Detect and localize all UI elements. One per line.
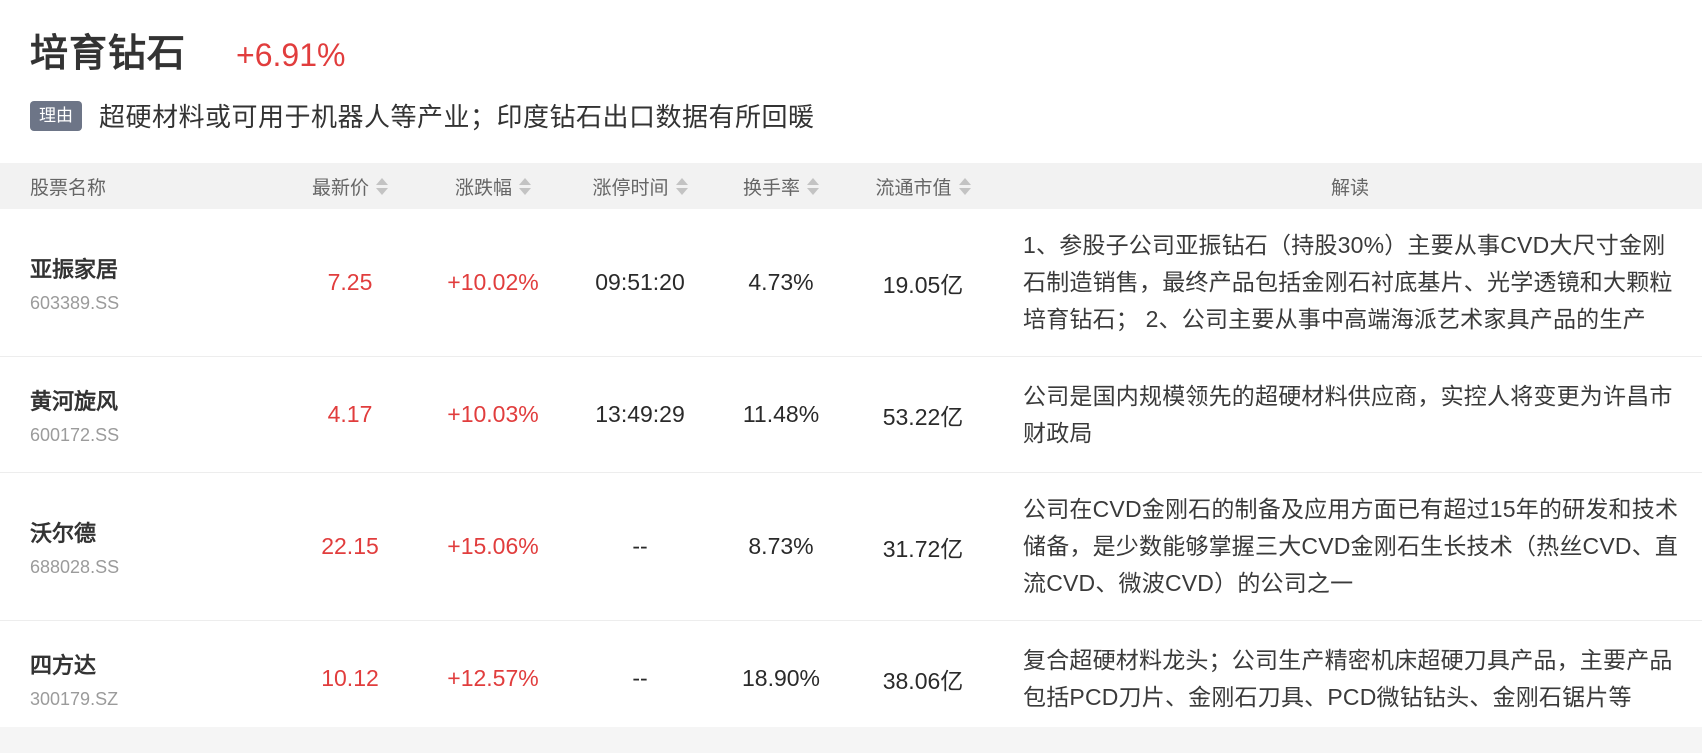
stock-table: 股票名称 最新价 涨跌幅 涨停时间 换手率 流通市值 [0, 163, 1702, 736]
column-header-change[interactable]: 涨跌幅 [420, 173, 566, 200]
column-label: 最新价 [311, 177, 369, 199]
stock-name-cell: 沃尔德 688028.SS [0, 516, 280, 578]
reason-row: 理由 超硬材料或可用于机器人等产业；印度钻石出口数据有所回暖 [30, 97, 1702, 134]
reason-badge: 理由 [30, 100, 82, 131]
turnover-rate: 18.90% [741, 665, 820, 691]
change-percent: +12.57% [447, 665, 539, 691]
column-label: 涨停时间 [592, 177, 669, 199]
stock-code: 688028.SS [30, 556, 120, 577]
sort-arrows-icon[interactable] [675, 177, 688, 195]
column-label: 涨跌幅 [454, 177, 512, 199]
limit-up-time: 09:51:20 [595, 269, 685, 295]
page-title: 培育钻石 [30, 33, 187, 75]
stock-name-cell: 亚振家居 603389.SS [0, 252, 280, 314]
column-label: 股票名称 [30, 177, 107, 199]
interpretation-text: 复合超硬材料龙头；公司生产精密机床超硬刀具产品，主要产品包括PCD刀片、金刚石刀… [1023, 646, 1673, 710]
stock-name[interactable]: 沃尔德 [30, 520, 97, 546]
limit-up-time: -- [632, 533, 648, 559]
sort-arrows-icon[interactable] [376, 177, 388, 195]
bottom-divider [0, 727, 1702, 753]
column-label: 换手率 [742, 177, 800, 199]
market-cap: 19.05亿 [882, 271, 964, 298]
reason-text: 超硬材料或可用于机器人等产业；印度钻石出口数据有所回暖 [99, 102, 815, 132]
latest-price: 10.12 [321, 665, 379, 691]
market-cap: 53.22亿 [882, 403, 964, 430]
interpretation-text: 公司是国内规模领先的超硬材料供应商，实控人将变更为许昌市财政局 [1023, 382, 1673, 446]
stock-name-cell: 黄河旋风 600172.SS [0, 384, 280, 446]
column-label: 流通市值 [875, 177, 952, 199]
interpretation-text: 1、参股子公司亚振钻石（持股30%）主要从事CVD大尺寸金刚石制造销售，最终产品… [1023, 232, 1673, 332]
table-row[interactable]: 沃尔德 688028.SS 22.15 +15.06% -- 8.73% 31.… [0, 472, 1702, 620]
stock-name[interactable]: 四方达 [30, 652, 97, 678]
table-row[interactable]: 四方达 300179.SZ 10.12 +12.57% -- 18.90% 38… [0, 620, 1702, 736]
stock-code: 300179.SZ [30, 688, 119, 709]
stock-code: 600172.SS [30, 424, 120, 445]
market-cap: 31.72亿 [882, 535, 964, 562]
table-row[interactable]: 亚振家居 603389.SS 7.25 +10.02% 09:51:20 4.7… [0, 209, 1702, 356]
stock-name-cell: 四方达 300179.SZ [0, 648, 280, 710]
sort-arrows-icon[interactable] [958, 177, 971, 195]
limit-up-time: 13:49:29 [595, 401, 685, 427]
column-label: 解读 [1330, 177, 1369, 199]
sort-arrows-icon[interactable] [807, 177, 819, 195]
sector-header: 培育钻石 +6.91% 理由 超硬材料或可用于机器人等产业；印度钻石出口数据有所… [0, 0, 1702, 134]
limit-up-time: -- [632, 665, 648, 691]
sort-arrows-icon[interactable] [519, 177, 531, 195]
column-header-limit-up-time[interactable]: 涨停时间 [566, 173, 714, 200]
table-body: 亚振家居 603389.SS 7.25 +10.02% 09:51:20 4.7… [0, 209, 1702, 736]
table-row[interactable]: 黄河旋风 600172.SS 4.17 +10.03% 13:49:29 11.… [0, 356, 1702, 472]
column-header-market-cap[interactable]: 流通市值 [848, 173, 998, 200]
change-percent: +10.03% [447, 401, 539, 427]
change-percent: +15.06% [447, 533, 539, 559]
title-row: 培育钻石 +6.91% [30, 22, 1702, 77]
stock-name[interactable]: 黄河旋风 [30, 388, 119, 414]
latest-price: 4.17 [327, 401, 373, 427]
column-header-price[interactable]: 最新价 [280, 173, 420, 200]
turnover-rate: 4.73% [748, 269, 814, 295]
column-header-interpretation: 解读 [998, 173, 1702, 200]
interpretation-text: 公司在CVD金刚石的制备及应用方面已有超过15年的研发和技术储备，是少数能够掌握… [1023, 496, 1679, 596]
stock-code: 603389.SS [30, 292, 120, 313]
stock-name[interactable]: 亚振家居 [30, 256, 119, 282]
turnover-rate: 11.48% [742, 401, 820, 427]
table-header-row: 股票名称 最新价 涨跌幅 涨停时间 换手率 流通市值 [0, 163, 1702, 209]
market-cap: 38.06亿 [882, 667, 964, 694]
change-percent: +10.02% [447, 269, 539, 295]
latest-price: 7.25 [327, 269, 373, 295]
sector-change-percent: +6.91% [236, 37, 346, 73]
column-header-name: 股票名称 [0, 173, 280, 200]
column-header-turnover[interactable]: 换手率 [714, 173, 848, 200]
turnover-rate: 8.73% [748, 533, 814, 559]
latest-price: 22.15 [321, 533, 379, 559]
